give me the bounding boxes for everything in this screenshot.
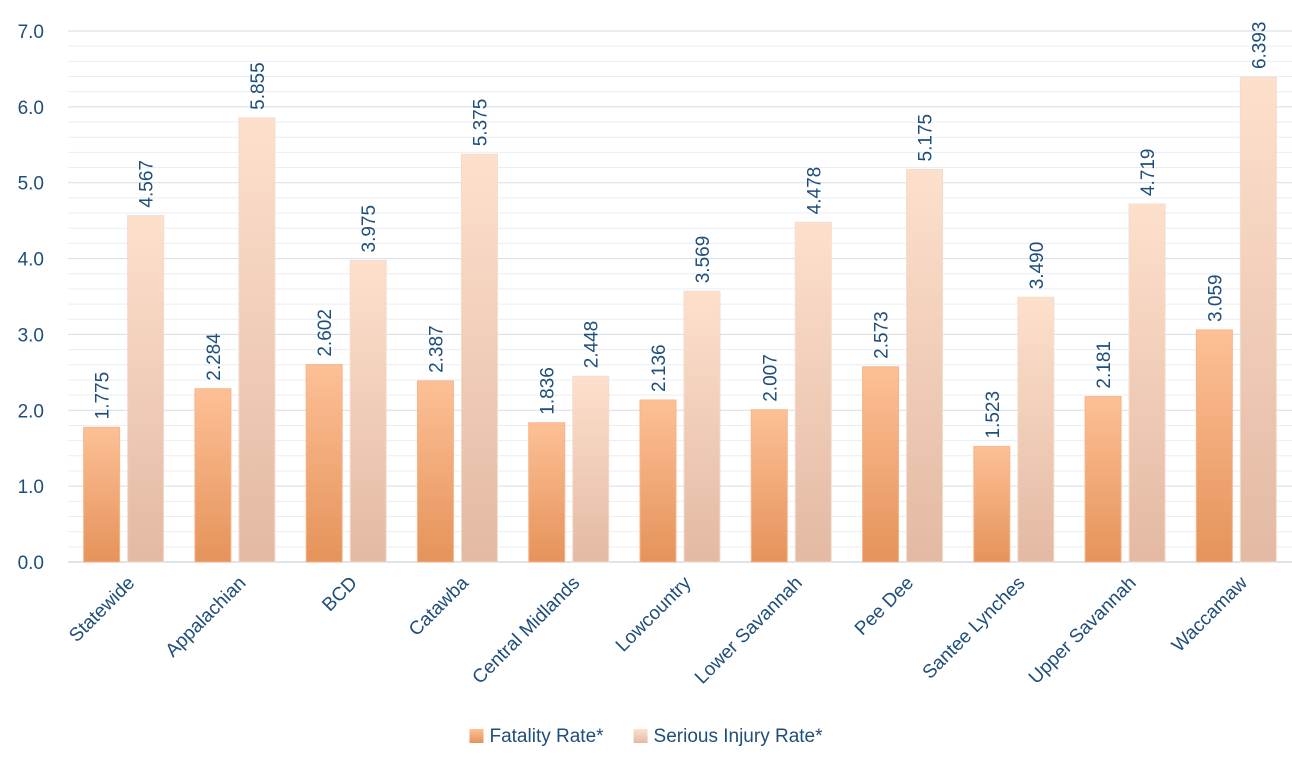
y-tick-label: 6.0 <box>18 98 44 119</box>
data-label: 5.175 <box>916 114 937 162</box>
data-label: 2.573 <box>872 311 893 359</box>
x-tick-label: BCD <box>318 573 361 616</box>
x-tick-label: Statewide <box>65 573 139 647</box>
x-tick-label: Catawba <box>405 572 473 640</box>
x-tick-label: Central Midlands <box>469 573 585 689</box>
bar-fatality-catawba <box>416 380 454 563</box>
data-label: 4.478 <box>804 167 825 215</box>
legend-label-fatality: Fatality Rate* <box>489 726 604 747</box>
x-tick-label: Pee Dee <box>851 573 918 640</box>
y-tick-label: 1.0 <box>18 477 44 498</box>
bar-serious-injury-santee-lynches <box>1017 296 1055 563</box>
bar-fatality-appalachian <box>194 388 232 563</box>
bar-serious-injury-lower-savannah <box>794 221 832 563</box>
y-tick-label: 7.0 <box>18 22 44 43</box>
data-label: 2.136 <box>649 344 670 392</box>
x-tick-label: Lowcountry <box>612 572 696 656</box>
bar-fatality-pee-dee <box>862 366 900 563</box>
y-tick-label: 4.0 <box>18 250 44 271</box>
bar-fatality-lower-savannah <box>750 409 788 563</box>
y-tick-label: 0.0 <box>18 553 44 574</box>
bar-serious-injury-upper-savannah <box>1128 203 1166 563</box>
bar-serious-injury-lowcountry <box>683 290 721 563</box>
y-tick-label: 3.0 <box>18 325 44 346</box>
y-tick-label: 5.0 <box>18 174 44 195</box>
x-tick-label: Appalachian <box>162 573 251 662</box>
bar-serious-injury-catawba <box>460 153 498 563</box>
bar-fatality-bcd <box>305 364 343 563</box>
x-tick-label: Upper Savannah <box>1025 573 1141 689</box>
data-label: 1.775 <box>93 372 114 420</box>
data-label: 2.387 <box>426 325 447 373</box>
x-tick-label: Waccamaw <box>1168 572 1252 656</box>
bar-fatality-statewide <box>83 426 121 563</box>
data-label: 1.523 <box>983 391 1004 439</box>
bar-fatality-santee-lynches <box>973 445 1011 563</box>
data-label: 2.181 <box>1094 341 1115 389</box>
legend: Fatality Rate* Serious Injury Rate* <box>469 726 823 747</box>
bar-fatality-central-midlands <box>528 422 566 563</box>
data-label: 3.569 <box>693 236 714 284</box>
data-label: 5.375 <box>470 99 491 147</box>
bar-fatality-lowcountry <box>639 399 677 563</box>
bar-serious-injury-bcd <box>349 259 387 563</box>
bar-fatality-waccamaw <box>1195 329 1233 563</box>
data-label: 4.719 <box>1138 148 1159 196</box>
bar-serious-injury-pee-dee <box>906 168 944 563</box>
data-label: 3.059 <box>1205 274 1226 322</box>
bars <box>83 76 1277 563</box>
bar-serious-injury-central-midlands <box>572 375 610 563</box>
x-tick-label: Lower Savannah <box>691 573 807 689</box>
y-tick-label: 2.0 <box>18 401 44 422</box>
data-label: 4.567 <box>137 160 158 208</box>
data-label: 2.284 <box>204 333 225 381</box>
bar-serious-injury-statewide <box>127 215 165 563</box>
bar-fatality-upper-savannah <box>1084 396 1122 563</box>
legend-label-serious-injury: Serious Injury Rate* <box>654 726 824 747</box>
data-label: 3.975 <box>359 205 380 253</box>
data-label: 1.836 <box>538 367 559 415</box>
x-tick-label: Santee Lynches <box>919 573 1030 684</box>
data-labels: 1.775 4.567 2.284 5.855 2.602 3.975 2.387 5.375… <box>93 21 1271 438</box>
data-label: 2.448 <box>582 321 603 369</box>
data-label: 5.855 <box>248 62 269 110</box>
legend-swatch-fatality <box>469 729 484 743</box>
bar-serious-injury-appalachian <box>238 117 276 563</box>
data-label: 2.007 <box>760 354 781 402</box>
legend-swatch-serious-injury <box>633 729 648 743</box>
data-label: 6.393 <box>1249 21 1270 69</box>
data-label: 3.490 <box>1027 242 1048 290</box>
data-label: 2.602 <box>315 309 336 357</box>
bar-serious-injury-waccamaw <box>1239 76 1277 563</box>
